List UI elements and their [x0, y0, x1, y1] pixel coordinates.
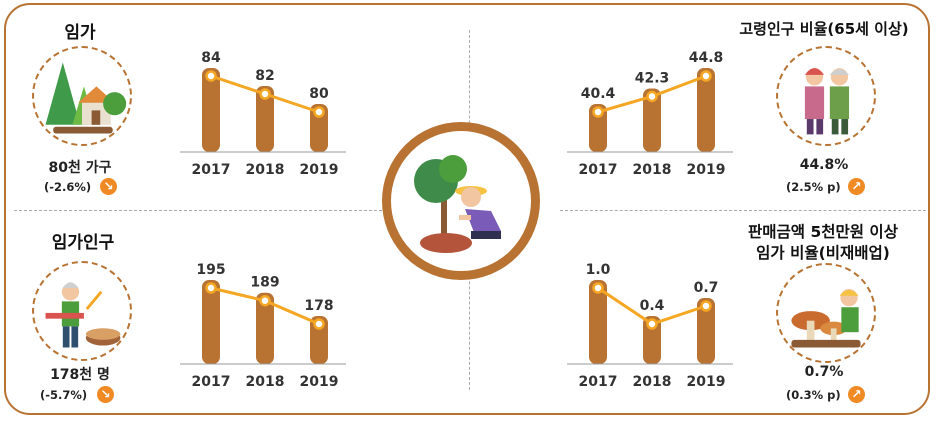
arrow-up-icon: ↗ [848, 178, 865, 195]
point-households-2017 [205, 70, 217, 82]
point-sales-2019 [700, 300, 712, 312]
bar-households-2018 [256, 86, 274, 152]
value-label-elderly-2019: 44.8 [689, 50, 724, 66]
woodcutter-icon [32, 261, 132, 361]
arrow-down-icon: ↘ [97, 386, 114, 403]
value-label-elderly-2018: 42.3 [635, 70, 670, 86]
elderly-chart: 40.4 2017 42.3 2018 44.8 2019 [567, 50, 733, 178]
value-label-households-2019: 80 [309, 86, 329, 102]
mushroom-farmer-icon [776, 263, 876, 363]
tick-label-population-2018: 2018 [246, 374, 285, 390]
point-households-2019 [313, 106, 325, 118]
value-label-households-2017: 84 [201, 50, 221, 66]
tick-label-households-2019: 2019 [300, 162, 339, 178]
point-sales-2017 [592, 282, 604, 294]
point-sales-2018 [646, 318, 658, 330]
point-elderly-2018 [646, 90, 658, 103]
tick-label-elderly-2018: 2018 [633, 162, 672, 178]
value-label-population-2018: 189 [250, 275, 279, 291]
bar-population-2018 [256, 292, 274, 364]
value-label-elderly-2017: 40.4 [581, 86, 616, 102]
households-title: 임가 [64, 23, 96, 43]
point-elderly-2019 [700, 70, 712, 82]
value-label-sales-2018: 0.4 [640, 298, 665, 314]
sales-chart: 1.0 2017 0.4 2018 0.7 2019 [567, 262, 733, 390]
point-population-2019 [313, 318, 325, 330]
households-chart: 84 2017 82 2018 80 2019 [180, 50, 346, 178]
sales-value: 0.7% [804, 364, 844, 380]
tick-label-population-2019: 2019 [300, 374, 339, 390]
value-label-households-2018: 82 [255, 68, 274, 84]
bar-population-2019 [310, 316, 328, 364]
point-population-2018 [259, 294, 271, 307]
planting-tree-icon [382, 122, 540, 280]
bar-elderly-2018 [643, 88, 661, 152]
point-population-2017 [205, 282, 217, 294]
sales-change: (0.3% p) [786, 388, 841, 402]
population-value: 178천 명 [50, 367, 110, 383]
population-chart: 195 2017 189 2018 178 2019 [180, 262, 346, 390]
households-value: 80천 가구 [48, 160, 112, 176]
value-label-population-2017: 195 [196, 262, 225, 278]
tick-label-sales-2019: 2019 [687, 374, 726, 390]
value-label-sales-2019: 0.7 [694, 280, 719, 296]
population-change: (-5.7%) [40, 388, 88, 402]
arrow-up-icon: ↗ [848, 386, 865, 403]
bar-households-2017 [202, 68, 220, 152]
divider-right [560, 210, 926, 211]
bar-households-2019 [310, 104, 328, 152]
divider-left [14, 210, 382, 211]
elderly-title: 고령인구 비율(65세 이상) [739, 20, 909, 38]
bar-elderly-2019 [697, 68, 715, 152]
sales-title-line1: 판매금액 5천만원 이상 [748, 223, 898, 241]
value-label-population-2019: 178 [304, 298, 333, 314]
households-change: (-2.6%) [44, 180, 92, 194]
arrow-down-icon: ↘ [100, 178, 117, 195]
point-elderly-2017 [592, 106, 604, 118]
elderly-value: 44.8% [799, 157, 849, 173]
tick-label-sales-2018: 2018 [633, 374, 672, 390]
forest-house-icon [32, 46, 132, 146]
elderly-couple-icon [776, 46, 876, 146]
bar-sales-2017 [589, 280, 607, 364]
tick-label-elderly-2019: 2019 [687, 162, 726, 178]
tick-label-households-2017: 2017 [192, 162, 231, 178]
bar-sales-2019 [697, 298, 715, 364]
elderly-change: (2.5% p) [786, 180, 841, 194]
point-households-2018 [259, 88, 271, 100]
infographic-frame [4, 3, 930, 415]
sales-title-line2: 임가 비율(비재배업) [756, 244, 890, 262]
tick-label-sales-2017: 2017 [579, 374, 618, 390]
tick-label-households-2018: 2018 [246, 162, 285, 178]
bar-elderly-2017 [589, 104, 607, 152]
bar-population-2017 [202, 280, 220, 364]
tick-label-population-2017: 2017 [192, 374, 231, 390]
bar-sales-2018 [643, 316, 661, 364]
tick-label-elderly-2017: 2017 [579, 162, 618, 178]
value-label-sales-2017: 1.0 [586, 262, 611, 278]
population-title: 임가인구 [51, 233, 115, 253]
